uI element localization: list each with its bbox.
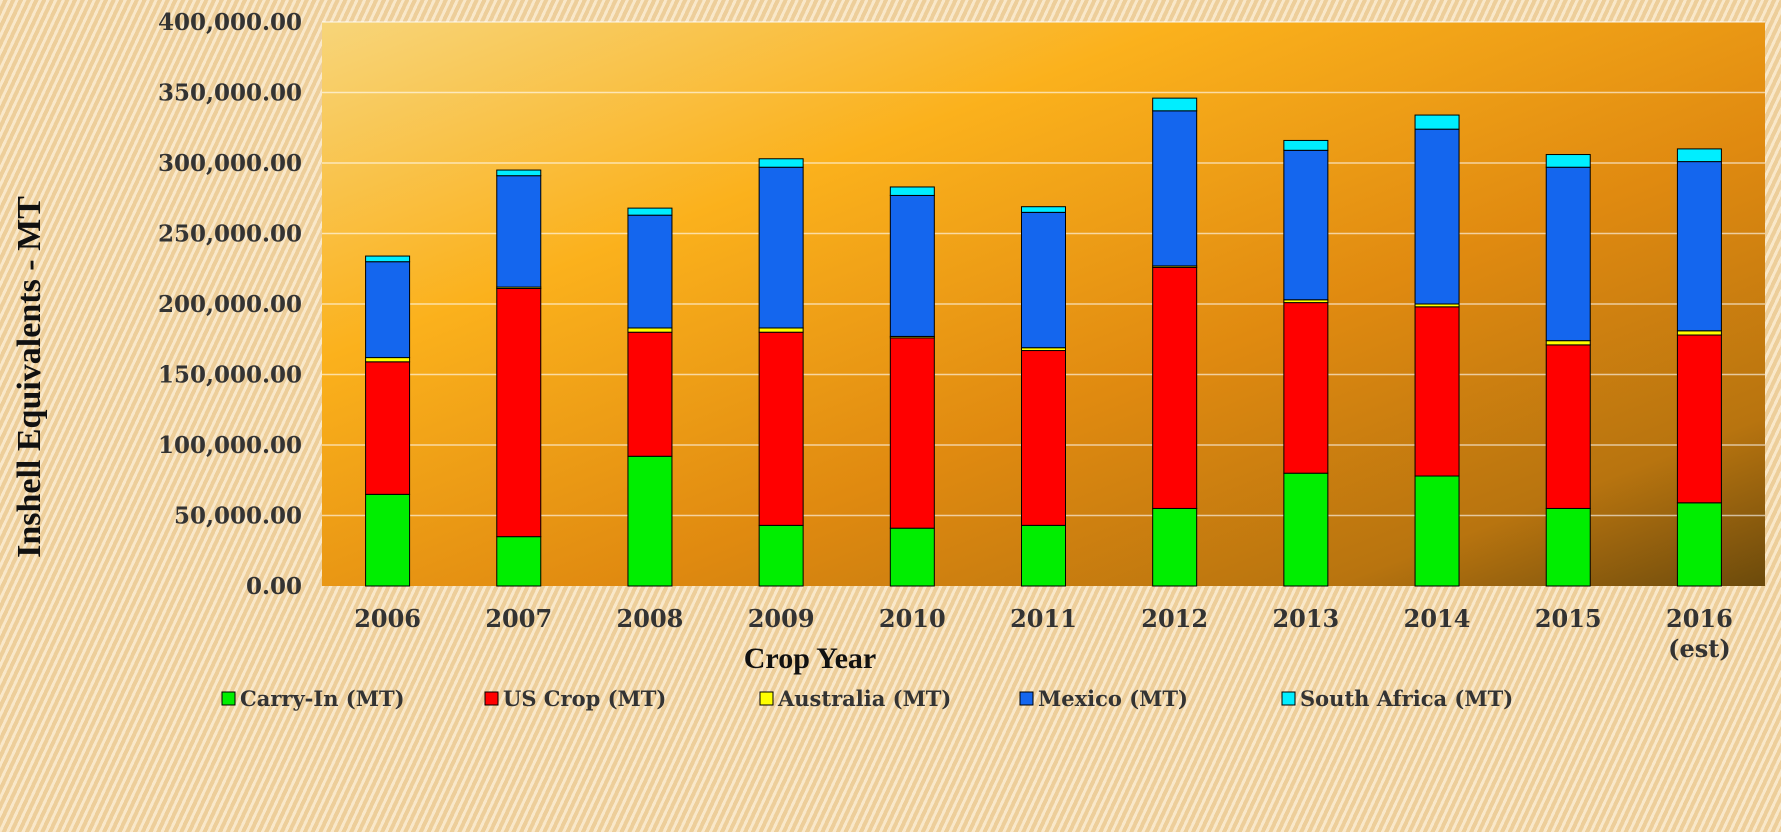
legend-swatch [1281,691,1296,706]
legend: Carry-In (MT) US Crop (MT) Australia (MT) M… [221,686,1513,711]
bar-segment [1152,266,1198,509]
bar-segment [1414,114,1460,130]
bar-segment [496,536,542,587]
bar-segment [627,455,673,587]
bar-segment [627,207,673,216]
bar-segment [496,287,542,538]
legend-label: US Crop (MT) [503,686,666,711]
y-tick-label: 100,000.00 [158,432,302,459]
bar-segment [1676,502,1722,587]
bar-segment [1152,507,1198,587]
y-axis-title: Inshell Equivalents - MT [11,196,48,558]
legend-swatch [484,691,499,706]
bar-segment [1152,97,1198,112]
bar-segment [1414,128,1460,305]
legend-swatch [759,691,774,706]
bar-segment [496,169,542,177]
bar-segment [1676,334,1722,504]
x-tick-label: 2010 [879,604,946,633]
bar-segment [1021,524,1066,587]
bar-segment [627,331,673,457]
bar-segment [758,158,804,168]
y-axis-ticks: 0.00 50,000.00 100,000.00 150,000.00 200,000… [158,9,302,600]
bar-segment [1152,110,1198,267]
legend-label: Carry-In (MT) [240,686,405,711]
y-tick-label: 350,000.00 [158,80,302,107]
y-tick-label: 150,000.00 [158,362,302,389]
bar-segment [1676,161,1722,332]
bar-segment [365,361,411,495]
legend-label: South Africa (MT) [1300,686,1513,711]
bar-segment [1545,507,1591,587]
x-tick-label: 2008 [617,604,684,633]
x-tick-label: 2011 [1010,604,1077,633]
bar-segment [365,357,411,363]
bar-segment [758,166,804,329]
bar-segment [1545,154,1591,168]
legend-label: Australia (MT) [777,686,951,711]
legend-swatch [221,691,236,706]
bar-segment [1545,166,1591,342]
bar-segment [1021,211,1066,349]
x-tick-label: 2014 [1404,604,1471,633]
bar-segment [1414,306,1460,477]
bar-segment [1283,149,1329,301]
x-tick-label: 2015 [1535,604,1602,633]
bar-segment [1414,475,1460,587]
bar-segment [1676,330,1722,336]
y-tick-label: 300,000.00 [158,150,302,177]
y-tick-label: 0.00 [246,573,302,600]
bar-segment [758,331,804,526]
bar-segment [889,186,935,196]
bars [365,97,1722,587]
bar-segment [889,337,935,529]
bar-segment [758,327,804,333]
x-axis-ticks: 2006 2007 2008 2009 2010 2011 2012 2013 2014 2015… [354,604,1733,663]
bar-segment [365,261,411,359]
x-tick-label: 2006 [354,604,421,633]
bar-segment [889,194,935,337]
bar-segment [889,527,935,587]
bar-segment [1676,148,1722,163]
bar-segment [1021,350,1066,526]
bar-segment [365,255,411,263]
y-tick-label: 50,000.00 [174,503,302,530]
bar-segment [1545,344,1591,509]
x-tick-label: 2016 (est) [1666,604,1733,663]
x-tick-label: 2012 [1141,604,1208,633]
x-axis-title: Crop Year [744,642,876,675]
bar-segment [1283,472,1329,587]
y-tick-label: 400,000.00 [158,9,302,36]
bar-segment [627,214,673,329]
y-tick-label: 200,000.00 [158,291,302,318]
bar-segment [1021,206,1066,213]
bar-segment [1283,139,1329,151]
x-tick-label: 2007 [485,604,552,633]
bar-segment [1283,302,1329,474]
bar-segment [758,524,804,587]
legend-label: Mexico (MT) [1038,686,1188,711]
bar-segment [1545,340,1591,346]
y-tick-label: 250,000.00 [158,221,302,248]
bar-segment [365,493,411,587]
bar-segment [496,175,542,288]
legend-swatch [1019,691,1034,706]
x-tick-label: 2013 [1272,604,1339,633]
x-tick-label: 2009 [748,604,815,633]
bar-segment [627,327,673,333]
